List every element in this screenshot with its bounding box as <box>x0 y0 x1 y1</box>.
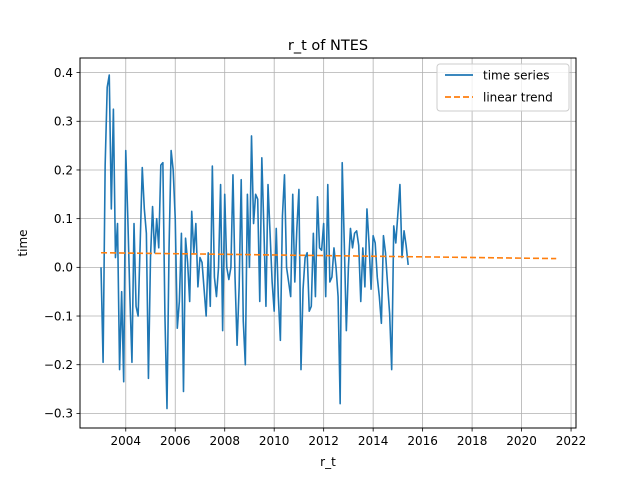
x-axis-label: r_t <box>320 455 336 469</box>
legend: time series linear trend <box>436 63 570 112</box>
series-layer <box>100 74 557 410</box>
y-tick-label: −0.2 <box>44 358 73 372</box>
linear-trend-line <box>101 251 557 260</box>
y-tick-label: 0.1 <box>54 212 73 226</box>
y-tick-label: 0.2 <box>54 163 73 177</box>
y-tick-label: 0.3 <box>54 115 73 129</box>
x-tick-label: 2004 <box>110 434 141 448</box>
x-tick-label: 2012 <box>308 434 339 448</box>
x-tick-label: 2008 <box>209 434 240 448</box>
x-tick-label: 2022 <box>556 434 587 448</box>
x-tick-label: 2020 <box>506 434 537 448</box>
x-tick-label: 2010 <box>259 434 290 448</box>
y-tick-label: 0.0 <box>54 261 73 275</box>
x-tick-label: 2014 <box>358 434 389 448</box>
legend-label-time-series: time series <box>483 69 549 83</box>
plot-frame <box>79 57 577 429</box>
x-tick-label: 2016 <box>407 434 438 448</box>
legend-label-linear-trend: linear trend <box>483 91 553 105</box>
y-tick-label: −0.1 <box>44 309 73 323</box>
chart-title: r_t of NTES <box>288 38 368 54</box>
x-axis: 2004 2006 2008 2010 2012 2014 2016 2018 2020 2022 <box>110 428 586 448</box>
y-axis: −0.3 −0.2 −0.1 0.0 0.1 0.2 0.3 0.4 <box>44 66 80 421</box>
y-axis-label: time <box>16 229 30 256</box>
x-tick-label: 2018 <box>457 434 488 448</box>
y-tick-label: −0.3 <box>44 407 73 421</box>
x-tick-label: 2006 <box>160 434 191 448</box>
time-series-line <box>100 74 409 410</box>
y-tick-label: 0.4 <box>54 66 73 80</box>
